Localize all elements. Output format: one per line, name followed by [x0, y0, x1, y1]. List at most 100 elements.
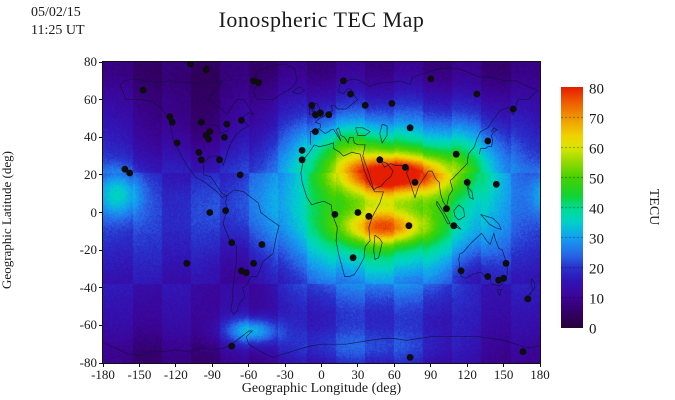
x-tick-label: 30 — [351, 367, 365, 382]
coastline-paths — [103, 63, 540, 358]
station-dot — [450, 222, 458, 230]
coastline — [497, 289, 502, 297]
station-dot — [484, 273, 492, 280]
station-dot — [354, 209, 362, 216]
coastline — [478, 127, 499, 155]
station-dot — [406, 354, 414, 361]
y-tick-label: -40 — [79, 279, 97, 295]
station-dot — [197, 156, 205, 164]
colorbar-tick-label: 70 — [589, 111, 604, 128]
colorbar-tick-label: 30 — [589, 231, 604, 248]
station-dot — [250, 259, 257, 267]
station-dot — [427, 75, 435, 83]
x-tick-mark — [248, 363, 250, 367]
station-dot — [195, 148, 203, 156]
x-tick-mark — [430, 363, 432, 367]
coastline — [310, 89, 538, 208]
station-dot — [228, 239, 236, 247]
x-tick-label: -120 — [163, 367, 188, 382]
x-tick-mark — [357, 363, 359, 367]
station-dot — [205, 135, 212, 143]
station-dot — [406, 124, 414, 132]
y-tick-mark — [99, 287, 103, 289]
station-dot — [197, 118, 205, 126]
x-tick-mark — [211, 363, 213, 367]
timestamp-date: 05/02/15 — [31, 5, 81, 20]
station-dot — [187, 62, 194, 68]
y-tick-label: -20 — [79, 242, 97, 258]
coastline — [453, 204, 466, 221]
station-dot — [166, 113, 174, 120]
y-tick-mark — [99, 61, 103, 63]
coastline — [379, 123, 388, 144]
x-tick-label: -180 — [91, 367, 115, 382]
gps-station-dots — [121, 62, 532, 361]
coastline — [209, 123, 230, 134]
station-dot — [173, 139, 181, 147]
station-dot — [411, 179, 419, 186]
station-dot — [325, 111, 333, 119]
coastline — [103, 330, 540, 358]
station-dot — [376, 156, 384, 164]
coastline — [436, 201, 451, 225]
x-tick-mark — [175, 363, 177, 367]
station-dot — [228, 342, 236, 350]
y-tick-mark — [99, 212, 103, 213]
station-dot — [495, 276, 503, 284]
y-tick-mark — [99, 362, 103, 364]
x-tick-label: -90 — [203, 367, 221, 382]
coastline — [355, 127, 371, 136]
x-tick-label: -30 — [276, 367, 294, 382]
coastline — [292, 86, 306, 95]
colorbar-gradient — [561, 87, 583, 328]
station-dot — [519, 348, 527, 356]
colorbar-tick-label: 20 — [589, 261, 604, 278]
colorbar-tick-label: 10 — [589, 291, 604, 308]
station-dot — [216, 156, 223, 164]
station-dot — [349, 254, 357, 262]
station-dot — [347, 90, 354, 98]
map-plot-area — [102, 61, 541, 364]
station-dot — [509, 105, 517, 113]
station-dot — [223, 120, 231, 128]
station-dot — [298, 147, 306, 154]
colorbar-tick-label: 60 — [589, 141, 604, 158]
station-dot — [126, 169, 134, 177]
station-dot — [443, 205, 450, 213]
y-tick-mark — [99, 324, 103, 326]
station-dot — [206, 209, 214, 216]
x-tick-label: 120 — [457, 367, 477, 382]
coastline — [458, 231, 508, 287]
coastline — [480, 214, 502, 230]
x-tick-mark — [466, 363, 468, 367]
x-tick-mark — [102, 363, 104, 367]
y-tick-mark — [99, 249, 103, 251]
station-dot — [452, 150, 460, 158]
station-dot — [331, 211, 339, 218]
x-tick-mark — [284, 363, 286, 367]
chart-title: Ionospheric TEC Map — [218, 7, 425, 32]
station-dot — [340, 77, 347, 85]
x-tick-mark — [321, 363, 322, 367]
coastline — [373, 234, 383, 261]
station-dot — [405, 222, 413, 230]
colorbar-tick-label: 0 — [589, 321, 597, 338]
y-tick-label: -80 — [79, 355, 97, 370]
station-dot — [502, 259, 510, 267]
station-dot — [463, 179, 471, 186]
x-axis-title: Geographic Longitude (deg) — [241, 381, 402, 396]
y-tick-label: -60 — [79, 317, 97, 333]
station-dot — [242, 269, 250, 277]
colorbar-tick-label: 40 — [589, 201, 604, 218]
timestamp: 05/02/15 11:25 UT — [31, 4, 85, 40]
station-dot — [316, 109, 324, 117]
station-dot — [484, 137, 492, 145]
coastline — [119, 78, 255, 198]
colorbar — [561, 87, 583, 328]
x-tick-label: -60 — [239, 367, 258, 382]
station-dot — [473, 90, 481, 98]
station-dot — [183, 259, 191, 267]
station-dot — [121, 165, 129, 173]
station-dot — [457, 267, 465, 275]
